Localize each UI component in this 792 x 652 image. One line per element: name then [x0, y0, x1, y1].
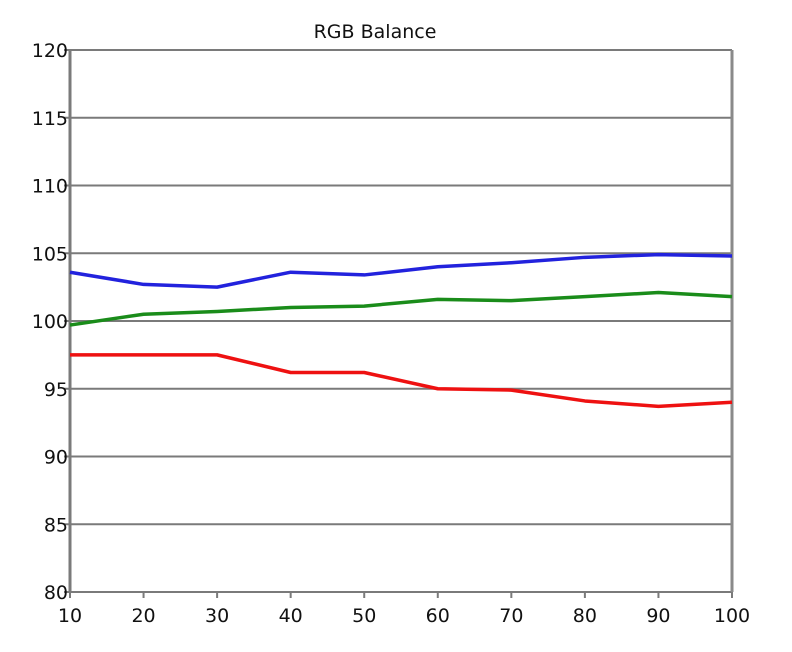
- grid-lines: [70, 49, 732, 593]
- series-lines: [69, 252, 733, 409]
- y-tick-label: 115: [32, 108, 68, 130]
- x-tick-label: 10: [58, 605, 82, 627]
- y-tick-label: 95: [44, 379, 68, 401]
- axes: [64, 49, 734, 598]
- y-tick-label: 100: [32, 311, 68, 333]
- series-line-1: [69, 290, 733, 327]
- x-tick-label: 20: [131, 605, 155, 627]
- y-tick-labels: 80 85 90 95 100 105 110 115 120: [32, 40, 68, 604]
- x-tick-label: 40: [279, 605, 303, 627]
- x-tick-label: 100: [714, 605, 750, 627]
- y-tick-label: 80: [44, 582, 68, 604]
- x-tick-labels: 10 20 30 40 50 60 70 80 90 100: [58, 605, 750, 627]
- y-tick-label: 90: [44, 447, 68, 469]
- x-tick-label: 60: [426, 605, 450, 627]
- series-line-0: [69, 252, 733, 289]
- y-tick-label: 85: [44, 514, 68, 536]
- x-tick-label: 90: [646, 605, 670, 627]
- y-tick-label: 110: [32, 176, 68, 198]
- x-tick-label: 50: [352, 605, 376, 627]
- x-tick-label: 30: [205, 605, 229, 627]
- y-tick-label: 120: [32, 40, 68, 62]
- series-line-2: [70, 353, 733, 409]
- y-tick-label: 105: [32, 243, 68, 265]
- x-tick-label: 70: [499, 605, 523, 627]
- x-tick-label: 80: [573, 605, 597, 627]
- chart-title: RGB Balance: [314, 21, 437, 43]
